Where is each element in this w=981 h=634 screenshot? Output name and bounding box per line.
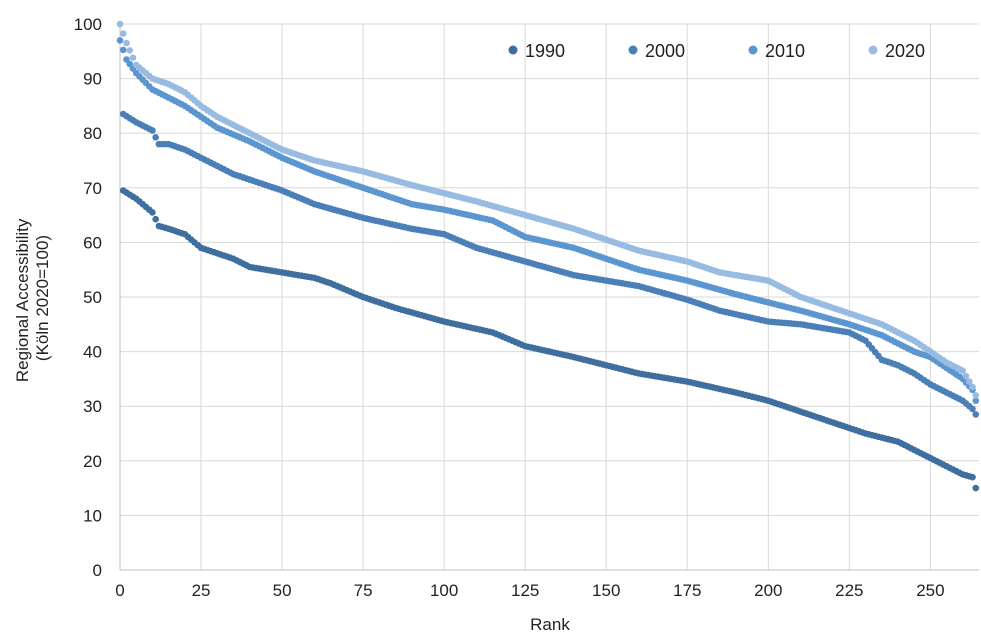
- x-tick-label: 225: [835, 581, 863, 600]
- y-tick-label: 40: [83, 343, 102, 362]
- x-tick-label: 25: [192, 581, 211, 600]
- point-2000: [972, 411, 980, 418]
- point-2000: [152, 133, 159, 141]
- y-tick-label: 100: [74, 15, 102, 34]
- point-1990: [149, 209, 156, 216]
- point-2020: [126, 47, 134, 54]
- x-tick-label: 75: [354, 581, 373, 600]
- point-2000: [149, 127, 156, 134]
- legend-label-2000: 2000: [645, 41, 685, 61]
- y-axis-title-line-1: Regional Accessibility: [13, 218, 32, 382]
- point-2000: [969, 405, 976, 413]
- point-2020: [972, 391, 980, 399]
- point-2020: [123, 39, 130, 47]
- series-2010: [116, 37, 980, 405]
- x-axis-title: Rank: [530, 615, 570, 634]
- gridlines: [120, 23, 979, 570]
- axes: [119, 24, 979, 571]
- x-tick-label: 150: [592, 581, 620, 600]
- point-2020: [959, 367, 967, 375]
- y-tick-labels: 0 10 20 30 40 50 60 70 80 90 100: [74, 15, 102, 580]
- data-points: [116, 20, 980, 492]
- legend-label-1990: 1990: [525, 41, 565, 61]
- series-2000: [119, 110, 980, 418]
- point-2010: [123, 56, 130, 63]
- y-tick-label: 0: [93, 561, 102, 580]
- point-2010: [119, 46, 127, 54]
- point-1990: [969, 473, 976, 481]
- point-2020: [129, 54, 137, 61]
- y-tick-label: 30: [83, 397, 102, 416]
- point-2020: [116, 20, 124, 28]
- x-tick-label: 200: [754, 581, 782, 600]
- x-tick-label: 175: [673, 581, 701, 600]
- point-2020: [962, 372, 970, 380]
- y-tick-label: 70: [83, 179, 102, 198]
- point-2010: [972, 397, 980, 405]
- y-axis-title-line-2: (Köln 2020=100): [33, 235, 52, 361]
- point-2020: [969, 383, 976, 391]
- series-2020: [116, 20, 980, 399]
- y-tick-label: 10: [83, 506, 102, 525]
- legend-marker-1990: [508, 45, 518, 55]
- legend-marker-2010: [748, 45, 758, 55]
- x-tick-label: 0: [115, 581, 124, 600]
- point-1990: [152, 215, 159, 223]
- y-tick-label: 90: [83, 70, 102, 89]
- legend-label-2010: 2010: [765, 41, 805, 61]
- x-tick-label: 250: [916, 581, 944, 600]
- y-axis-title: Regional Accessibility (Köln 2020=100): [13, 214, 52, 382]
- point-2010: [116, 37, 124, 44]
- y-tick-label: 50: [83, 288, 102, 307]
- y-tick-label: 80: [83, 124, 102, 143]
- series-1990: [119, 187, 980, 492]
- legend-marker-2020: [868, 45, 878, 55]
- x-tick-label: 125: [511, 581, 539, 600]
- legend: 1990 2000 2010 2020: [508, 41, 925, 61]
- point-2010: [126, 60, 134, 68]
- y-tick-label: 60: [83, 233, 102, 252]
- x-tick-labels: 0 25 50 75 100 125 150 175 200 225 250: [115, 581, 944, 600]
- y-tick-label: 20: [83, 452, 102, 471]
- x-tick-label: 100: [430, 581, 458, 600]
- point-1990: [972, 484, 980, 492]
- point-2020: [965, 378, 973, 385]
- legend-label-2020: 2020: [885, 41, 925, 61]
- legend-marker-2000: [628, 45, 638, 55]
- x-tick-label: 50: [273, 581, 292, 600]
- point-2020: [119, 30, 127, 37]
